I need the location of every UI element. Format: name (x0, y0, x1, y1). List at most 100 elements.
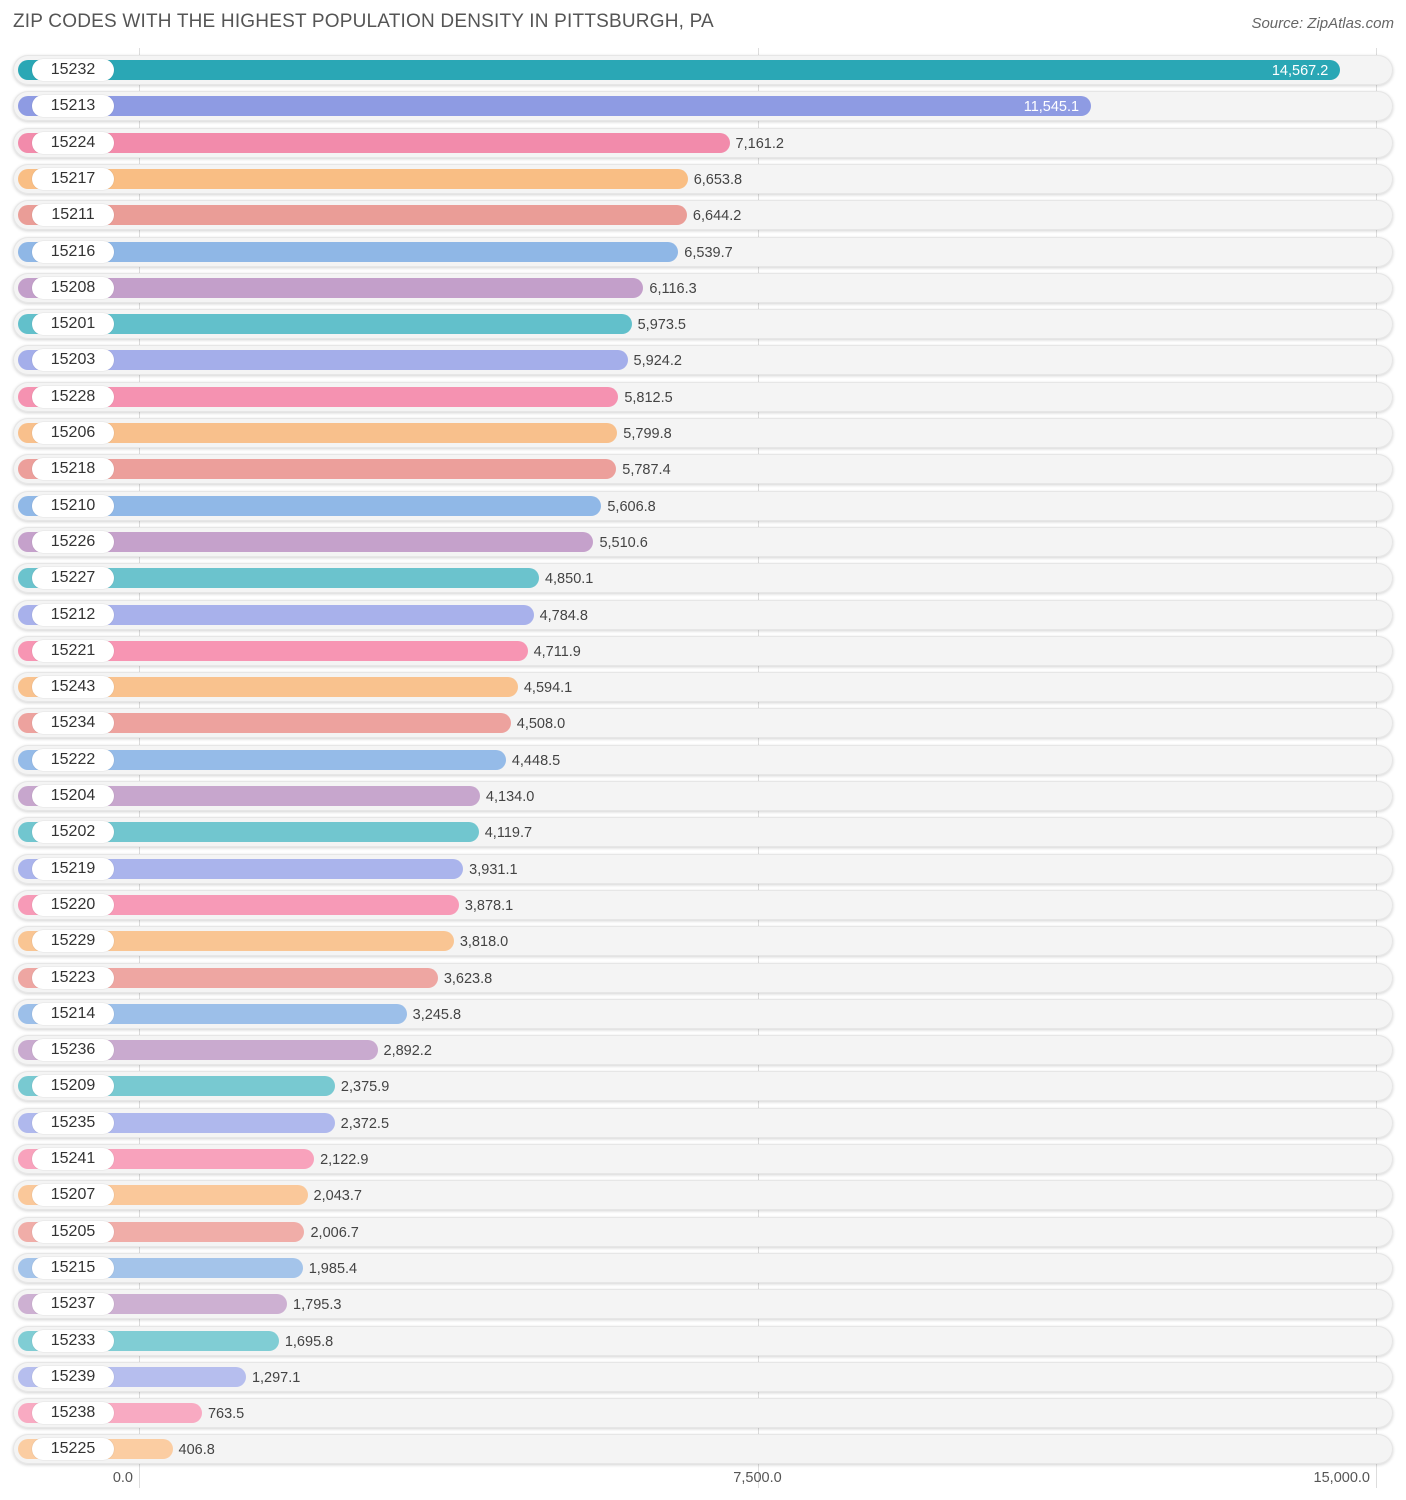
x-tick-label: 15,000.0 (1313, 1470, 1370, 1486)
category-label: 15224 (32, 131, 114, 154)
category-label: 15229 (32, 930, 114, 953)
value-label: 1,297.1 (251, 1369, 301, 1386)
value-label: 1,985.4 (308, 1260, 358, 1277)
x-tick-label: 7,500.0 (733, 1470, 782, 1486)
bar (18, 858, 464, 879)
value-label: 3,245.8 (412, 1006, 462, 1023)
bar (18, 205, 687, 226)
category-label: 15225 (32, 1438, 114, 1461)
category-label: 15235 (32, 1111, 114, 1134)
value-label: 5,924.2 (633, 353, 682, 370)
chart-title: ZIP CODES WITH THE HIGHEST POPULATION DE… (13, 11, 714, 32)
bar (18, 277, 644, 298)
category-label: 15210 (32, 494, 114, 517)
bar (18, 96, 1092, 117)
bar (18, 713, 511, 734)
bar-row: 15207 2,043.7 (13, 1180, 1393, 1211)
bar (18, 350, 628, 371)
bar-row: 15204 4,134.0 (13, 781, 1393, 811)
value-label: 5,973.5 (637, 317, 686, 334)
value-label: 1,695.8 (284, 1333, 334, 1350)
bar (18, 168, 688, 189)
value-label: 2,122.9 (320, 1152, 369, 1168)
bar-row: 15227 4,850.1 (13, 563, 1393, 594)
bar-row: 15218 5,787.4 (13, 454, 1393, 485)
category-label: 15237 (32, 1293, 114, 1316)
value-label: 2,372.5 (340, 1115, 390, 1132)
category-label: 15232 (32, 59, 114, 81)
bar-row: 15224 7,161.2 (13, 127, 1393, 158)
value-label: 2,043.7 (313, 1188, 362, 1205)
category-label: 15202 (32, 821, 114, 844)
bar (18, 241, 679, 262)
category-label: 15233 (32, 1329, 114, 1352)
bar-row: 15203 5,924.2 (13, 345, 1393, 376)
value-label: 11,545.1 (1023, 99, 1080, 116)
category-label: 15223 (32, 966, 114, 989)
bar-row: 15206 5,799.8 (13, 418, 1393, 448)
bar (18, 386, 619, 407)
category-label: 15227 (32, 567, 114, 590)
bar-row: 15228 5,812.5 (13, 381, 1393, 412)
bar-row: 15221 4,711.9 (13, 635, 1393, 666)
x-tick-label: 0.0 (112, 1470, 133, 1486)
bar-row: 15236 2,892.2 (13, 1035, 1393, 1066)
value-label: 14,567.2 (1271, 63, 1329, 79)
bar-row: 15217 6,653.8 (13, 163, 1393, 194)
bar-row: 15239 1,297.1 (13, 1361, 1393, 1392)
bar (18, 894, 459, 915)
bar-row: 15233 1,695.8 (13, 1325, 1393, 1356)
value-label: 5,799.8 (623, 426, 672, 442)
bar-row: 15216 6,539.7 (13, 236, 1393, 267)
bar-row: 15232 14,567.2 (13, 55, 1393, 85)
value-label: 6,653.8 (693, 171, 743, 188)
category-label: 15207 (32, 1184, 114, 1207)
bar (18, 640, 528, 661)
chart-source: Source: ZipAtlas.com (1251, 15, 1394, 32)
bar (18, 60, 1341, 80)
value-label: 1,795.3 (293, 1297, 342, 1314)
bar-row: 15215 1,985.4 (13, 1252, 1393, 1283)
bar (18, 967, 438, 988)
value-label: 4,448.5 (511, 752, 561, 769)
category-label: 15209 (32, 1075, 114, 1098)
category-label: 15203 (32, 349, 114, 372)
value-label: 5,812.5 (624, 389, 673, 406)
category-label: 15212 (32, 603, 114, 626)
bar (18, 822, 479, 843)
value-label: 3,623.8 (443, 970, 493, 987)
category-label: 15216 (32, 240, 114, 263)
value-label: 763.5 (207, 1406, 245, 1423)
bar-row: 15225 406.8 (13, 1434, 1393, 1465)
value-label: 4,119.7 (484, 825, 533, 842)
value-label: 5,606.8 (607, 498, 656, 515)
bar-row: 15238 763.5 (13, 1398, 1393, 1429)
value-label: 4,784.8 (539, 607, 588, 624)
value-label: 3,878.1 (464, 897, 514, 914)
value-label: 406.8 (178, 1442, 215, 1459)
value-label: 4,711.9 (533, 643, 581, 660)
bar-row: 15205 2,006.7 (13, 1216, 1393, 1247)
value-label: 6,644.2 (692, 208, 742, 225)
bar (18, 604, 534, 625)
category-label: 15213 (32, 95, 114, 118)
bar-row: 15202 4,119.7 (13, 817, 1393, 848)
bar-row: 15220 3,878.1 (13, 889, 1393, 920)
category-label: 15215 (32, 1256, 114, 1279)
bar-row: 15243 4,594.1 (13, 672, 1393, 703)
category-label: 15236 (32, 1039, 114, 1062)
bar-row: 15213 11,545.1 (13, 91, 1393, 122)
category-label: 15214 (32, 1002, 114, 1025)
bar-row: 15211 6,644.2 (13, 200, 1393, 231)
value-label: 4,508.0 (516, 716, 566, 733)
category-label: 15228 (32, 385, 114, 408)
value-label: 4,134.0 (485, 789, 535, 805)
category-label: 15238 (32, 1402, 114, 1425)
bar (18, 423, 618, 443)
category-label: 15205 (32, 1220, 114, 1243)
category-label: 15220 (32, 893, 114, 916)
category-label: 15226 (32, 530, 114, 553)
bar-row: 15212 4,784.8 (13, 599, 1393, 630)
category-label: 15234 (32, 712, 114, 735)
category-label: 15208 (32, 276, 114, 299)
